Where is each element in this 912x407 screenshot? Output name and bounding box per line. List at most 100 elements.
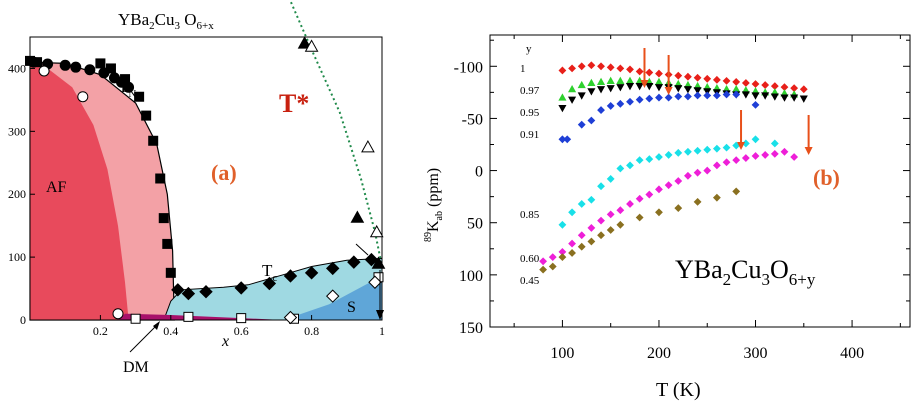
data-point — [674, 204, 683, 213]
compound-subscript: 3 — [762, 270, 771, 289]
data-point — [693, 73, 702, 82]
x-tick-label: 100 — [550, 345, 574, 362]
y-tick-label: 200 — [8, 187, 26, 201]
data-point — [577, 242, 586, 251]
data-point — [181, 286, 196, 301]
data-point — [770, 149, 779, 158]
data-point — [674, 92, 683, 101]
data-point — [684, 72, 692, 81]
data-point — [722, 76, 731, 85]
data-point — [654, 77, 664, 85]
data-point — [635, 83, 644, 91]
data-point — [568, 249, 576, 257]
tn-label-main: T — [118, 77, 129, 96]
data-point — [158, 213, 169, 224]
data-point — [684, 171, 692, 180]
data-point — [606, 76, 615, 84]
data-point — [693, 146, 702, 155]
title-subscript: 3 — [175, 20, 181, 32]
tc-label-main: T — [262, 261, 273, 280]
data-point — [162, 238, 173, 249]
data-point — [761, 81, 770, 89]
data-point — [368, 275, 382, 289]
data-point — [703, 91, 712, 100]
y-axis-label-b: 89Kab (ppm) — [423, 168, 445, 242]
data-point — [558, 93, 567, 101]
data-point — [645, 155, 654, 164]
data-point — [95, 58, 106, 69]
data-point — [751, 100, 760, 109]
data-point — [655, 208, 663, 217]
data-point — [770, 93, 779, 101]
title-subscript: 6+x — [197, 20, 215, 32]
data-point — [616, 99, 625, 108]
data-point — [751, 80, 760, 88]
tn-label-sub: N — [128, 88, 136, 100]
data-point — [626, 97, 634, 106]
data-point — [558, 220, 567, 229]
data-point — [790, 94, 799, 102]
x-axis-label: x — [221, 333, 229, 350]
data-point — [664, 181, 673, 190]
data-point — [548, 262, 557, 271]
y-tick-label: 300 — [8, 124, 26, 138]
knight-shift-panel: 100 200 300 400 -100 -50 0 50 100 150 1 0.97 0.95 0.… — [423, 34, 911, 401]
onset-arrowhead — [737, 142, 746, 150]
data-point — [596, 86, 606, 94]
x-axis-label-b: T (K) — [656, 379, 701, 401]
data-point — [655, 69, 663, 78]
data-point — [77, 91, 89, 103]
data-point — [32, 57, 43, 68]
data-point — [616, 164, 625, 173]
data-point — [712, 91, 721, 100]
data-point — [59, 59, 71, 71]
svg-text:YBa2Cu3 O6+x: YBa2Cu3 O6+x — [118, 10, 214, 32]
y-tick-label: 100 — [8, 250, 26, 264]
data-point — [597, 182, 605, 191]
data-point — [364, 252, 379, 267]
data-point — [587, 78, 596, 87]
data-point — [120, 74, 131, 85]
data-point — [616, 206, 625, 215]
knight-shift-frame — [489, 34, 911, 328]
data-point — [38, 65, 50, 77]
data-point — [171, 283, 185, 297]
panel-b-label: (b) — [813, 165, 840, 190]
data-point — [304, 266, 319, 280]
data-point — [693, 197, 702, 206]
y-label-sub: ab — [434, 211, 445, 220]
data-point — [606, 210, 615, 219]
data-point — [626, 200, 634, 208]
data-point — [577, 92, 586, 100]
data-point — [539, 257, 548, 266]
af-region-label: AF — [46, 179, 67, 196]
title-part: YBa — [118, 10, 150, 29]
data-point — [712, 193, 721, 202]
x-tick-label: 300 — [744, 345, 768, 362]
x-tick-label: 0.6 — [234, 324, 249, 338]
data-point — [548, 253, 557, 262]
data-point — [568, 64, 576, 73]
s-region-label: S — [347, 299, 356, 316]
y-tick-label: -100 — [454, 59, 483, 76]
phase-diagram-axes: 0.2 0.4 0.6 0.8 1 0 100 200 300 400 — [8, 61, 385, 338]
data-point — [761, 92, 770, 100]
compound-part: O — [770, 255, 789, 284]
y-label-unit: (ppm) — [425, 168, 442, 211]
af-inner-region — [30, 63, 129, 321]
data-point — [165, 267, 176, 278]
data-point — [606, 175, 615, 183]
data-point — [606, 102, 615, 110]
data-point — [693, 91, 702, 100]
dm-arrowhead — [153, 321, 160, 330]
data-point — [568, 208, 576, 217]
data-point — [703, 74, 712, 83]
data-point — [234, 281, 248, 295]
data-point — [693, 168, 702, 177]
data-point — [722, 143, 731, 152]
legend-label: 1 — [520, 63, 526, 75]
data-point — [361, 140, 375, 153]
data-point — [655, 93, 663, 102]
data-point — [155, 173, 166, 184]
data-point — [645, 68, 654, 77]
